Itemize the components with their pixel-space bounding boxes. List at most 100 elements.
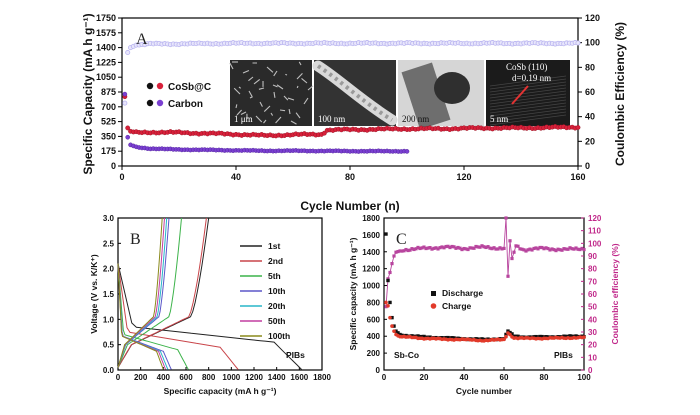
c-ce-point (578, 247, 582, 252)
c-ce-point (468, 246, 472, 250)
a-xtick-label: 0 (119, 172, 124, 182)
inset-hrtem-scale: 5 nm (490, 114, 508, 124)
c-ce-point (528, 247, 532, 251)
c-ce-point (488, 246, 492, 250)
panel-c-y2label: Coulombic efficiency (%) (610, 243, 620, 344)
c-ce-point (452, 245, 456, 249)
legend-cosb-marker-black (146, 82, 154, 90)
c-ce-point (430, 247, 434, 251)
a-ytick-label: 0 (111, 161, 116, 171)
b-xtick-label: 1400 (268, 373, 286, 382)
c-ce-point (546, 246, 550, 251)
panel-c-xlabel: Cycle number (456, 386, 513, 396)
c-ce-point (456, 245, 460, 250)
c-ytick-label: 400 (367, 332, 381, 341)
c-ce-point (524, 249, 528, 253)
c-ce-point (416, 245, 420, 250)
c-ce-point (526, 248, 530, 252)
c-ce-point (520, 247, 524, 251)
b-charge-curve-2nd (117, 217, 207, 368)
c-ce-point (458, 246, 462, 250)
panel-c-legend: Discharge Charge (430, 288, 483, 311)
b-ytick-label: 2.0 (103, 265, 115, 274)
c-ce-point (464, 247, 468, 251)
c-ce-point (510, 256, 514, 261)
c-xtick-label: 0 (382, 373, 387, 382)
panel-b-label: B (130, 231, 141, 248)
c-y2tick-label: 100 (588, 239, 602, 248)
c-ce-point (418, 246, 422, 251)
a-y2tick-label: 80 (585, 62, 595, 72)
c-ce-point (414, 247, 418, 251)
a-ce-point (575, 40, 581, 46)
c-xtick-label: 40 (460, 373, 469, 382)
c-ce-point (540, 245, 544, 250)
c-ce-point (538, 245, 542, 250)
c-ce-point (572, 247, 576, 251)
c-ce-point (522, 248, 526, 252)
panel-a-insets: 1 μm 100 nm 200 nm CoSb (110) d=0.19 nm (229, 60, 570, 130)
c-ce-point (518, 247, 522, 251)
c-ce-point (412, 247, 416, 252)
c-ce-point (550, 247, 554, 251)
b-ytick-label: 2.5 (103, 239, 115, 248)
c-ytick-label: 1800 (362, 214, 380, 223)
b-ytick-label: 1.0 (103, 315, 115, 324)
c-ce-point (428, 246, 432, 250)
c-ce-point (498, 246, 502, 250)
b-discharge-curve-5th (117, 263, 189, 370)
c-charge-point (504, 334, 508, 339)
c-ce-point (406, 248, 410, 253)
c-y2tick-label: 60 (588, 290, 597, 299)
c-discharge-point (450, 336, 454, 340)
b-ytick-label: 0.5 (103, 341, 115, 350)
c-ce-point (554, 248, 558, 253)
b-ytick-label: 0.0 (103, 366, 115, 375)
legend-cosb-label: CoSb@C (168, 82, 211, 93)
panel-a-y2label: Coulombic Efficiency (%) (613, 22, 627, 166)
a-xtick-label: 160 (570, 172, 585, 182)
c-ce-point (420, 246, 424, 250)
a-y2tick-label: 100 (585, 38, 600, 48)
c-ce-point (542, 247, 546, 251)
b-xtick-label: 800 (202, 373, 216, 382)
b-charge-curve-5th (117, 217, 182, 368)
c-discharge-point (516, 334, 520, 339)
panel-a-xlabel: Cycle Number (n) (300, 199, 399, 213)
c-discharge-point (396, 331, 400, 335)
c-discharge-point (506, 329, 510, 333)
c-ce-point (514, 244, 518, 248)
c-ce-point (422, 245, 426, 249)
a-ytick-label: 175 (101, 146, 116, 156)
a-ytick-label: 1400 (96, 43, 116, 53)
c-discharge-point (452, 336, 456, 340)
c-charge-point (388, 315, 392, 320)
c-discharge-point (562, 334, 566, 338)
b-discharge-curve-100th (117, 263, 164, 370)
b-xtick-label: 1800 (313, 373, 331, 382)
c-discharge-point (446, 335, 450, 340)
panel-c-ylabel: Specific capacity (mA h g⁻¹) (348, 237, 358, 350)
c-ce-point (396, 249, 400, 254)
c-ytick-label: 600 (367, 315, 381, 324)
c-ce-point (390, 262, 394, 266)
c-ce-point (426, 246, 430, 250)
a-cosb-point (321, 130, 327, 136)
legend-discharge-marker (431, 291, 436, 296)
a-y2tick-label: 20 (585, 136, 595, 146)
a-ytick-label: 1575 (96, 28, 116, 38)
c-ce-point (534, 246, 538, 250)
c-ce-point (460, 247, 464, 252)
panel-a-ylabel: Specific Capacity (mA h g⁻¹) (81, 13, 95, 174)
panel-b-xlabel: Specific capacity (mA h g⁻¹) (164, 386, 277, 396)
b-xtick-label: 1200 (245, 373, 263, 382)
panel-b-ylabel: Voltage (V vs. K/K⁺) (89, 254, 99, 334)
c-ce-point (474, 244, 478, 249)
c-ce-line (385, 217, 585, 307)
legend-carbon-marker (156, 99, 164, 107)
c-charge-point (582, 335, 586, 340)
c-ce-point (454, 246, 458, 250)
c-ce-point (492, 246, 496, 250)
c-y2tick-label: 20 (588, 341, 597, 350)
panel-c-annotation-pibs: PIBs (554, 350, 573, 360)
